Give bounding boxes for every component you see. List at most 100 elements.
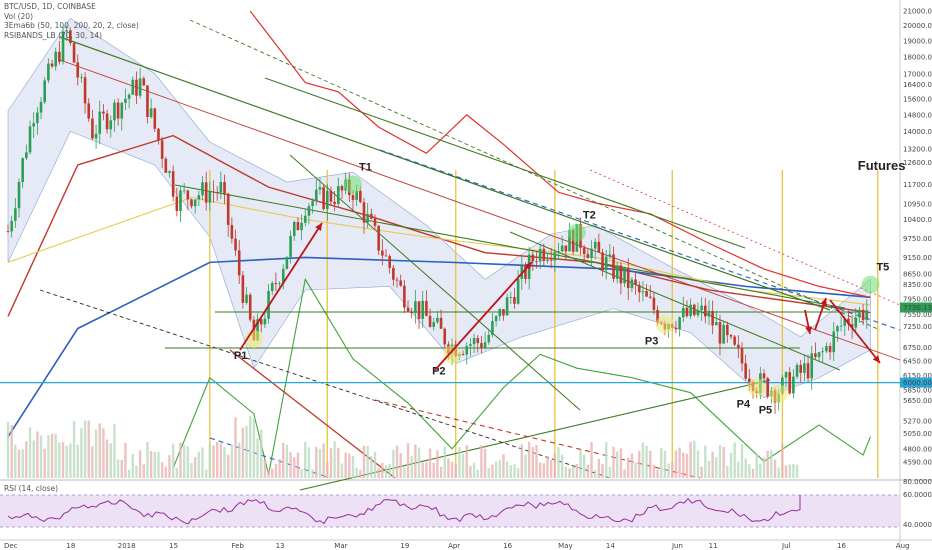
volume-bar xyxy=(700,466,703,478)
candle-body xyxy=(201,182,204,196)
arrow-p1-t1 xyxy=(239,222,323,351)
volume-bar xyxy=(770,450,773,478)
candle-body xyxy=(502,309,505,316)
volume-bar xyxy=(792,463,795,478)
volume-bar xyxy=(80,428,83,478)
current-price-tag xyxy=(900,302,932,313)
candle-body xyxy=(410,311,413,314)
x-tick-label: Jul xyxy=(781,542,791,550)
volume-bar xyxy=(696,450,700,478)
volume-bar xyxy=(461,453,465,478)
volume-bar xyxy=(549,460,553,478)
candle-body xyxy=(740,348,744,364)
arrow-futures-dip-head xyxy=(805,326,812,334)
candle-body xyxy=(278,283,281,285)
volume-bar xyxy=(671,461,674,478)
volume-bar xyxy=(285,444,289,478)
volume-bar xyxy=(638,450,641,478)
candle-body xyxy=(120,102,124,119)
volume-bar xyxy=(403,466,406,478)
candle-body xyxy=(766,378,769,397)
candle-body xyxy=(39,102,43,113)
volume-bar xyxy=(241,427,245,478)
candle-body xyxy=(245,294,248,303)
y-tick-label: 14000.00 xyxy=(903,128,932,136)
candle-body xyxy=(828,346,832,353)
volume-bar xyxy=(678,447,681,478)
volume-bar xyxy=(531,447,535,478)
candle-body xyxy=(17,181,21,209)
volume-bar xyxy=(634,462,637,478)
rsi-tick-label: 80.0000 xyxy=(903,478,932,486)
volume-bar xyxy=(109,443,112,478)
volume-bar xyxy=(14,444,17,478)
volume-bar xyxy=(494,461,498,478)
volume-bar xyxy=(502,454,505,478)
volume-bar xyxy=(219,443,223,478)
candle-body xyxy=(560,245,564,252)
volume-bar xyxy=(190,463,193,478)
candle-body xyxy=(648,296,652,298)
candle-body xyxy=(626,268,630,289)
candle-body xyxy=(146,85,149,117)
candle-body xyxy=(127,94,131,99)
candle-body xyxy=(142,78,146,86)
blue-dash-low xyxy=(209,437,331,479)
volume-bar xyxy=(252,417,256,478)
volume-bar xyxy=(656,469,659,478)
volume-bar xyxy=(91,446,94,478)
candle-body xyxy=(535,261,538,263)
candle-body xyxy=(83,77,87,104)
candle-body xyxy=(256,319,259,341)
candle-body xyxy=(237,250,241,276)
volume-bar xyxy=(443,446,446,478)
candle-body xyxy=(292,222,296,237)
volume-bar xyxy=(480,445,483,478)
volume-bar xyxy=(483,448,487,478)
candle-body xyxy=(498,309,502,317)
volume-bar xyxy=(340,463,344,478)
volume-bar xyxy=(546,455,549,478)
volume-bar xyxy=(186,446,190,478)
candle-body xyxy=(296,222,300,231)
volume-bar xyxy=(47,435,50,478)
candle-body xyxy=(865,310,869,321)
candle-body xyxy=(182,190,186,192)
volume-bar xyxy=(553,453,557,478)
label-t5: T5 xyxy=(876,262,889,274)
candle-body xyxy=(788,372,792,394)
candle-body xyxy=(630,279,634,289)
dashed-black-line xyxy=(39,289,611,479)
candle-body xyxy=(744,363,747,379)
volume-bar xyxy=(410,456,413,478)
candle-body xyxy=(384,255,388,257)
candle-body xyxy=(696,310,700,316)
volume-bar xyxy=(318,449,322,478)
candle-body xyxy=(425,300,428,316)
volume-bar xyxy=(171,443,175,478)
volume-bar xyxy=(487,467,490,478)
candle-body xyxy=(825,346,828,352)
volume-bar xyxy=(116,459,120,478)
arrow-futures-down-head xyxy=(872,355,880,363)
volume-bar xyxy=(87,420,90,478)
y-tick-label: 7550.00 xyxy=(903,311,932,319)
candle-body xyxy=(476,338,480,344)
candle-body xyxy=(366,213,369,223)
x-tick-label: 13 xyxy=(276,542,285,550)
candle-body xyxy=(355,190,358,200)
candle-body xyxy=(531,254,535,262)
volume-bar xyxy=(498,459,501,478)
y-tick-label: 5650.00 xyxy=(903,397,932,405)
volume-bar xyxy=(759,463,762,478)
candle-body xyxy=(861,309,865,321)
volume-bar xyxy=(168,455,171,478)
y-tick-label: 5850.00 xyxy=(903,387,932,395)
support-price-tag xyxy=(900,377,932,388)
rsi-tick-label: 40.0000 xyxy=(903,521,932,529)
arrow-futures-up-head xyxy=(820,298,827,306)
candle-body xyxy=(737,344,740,349)
candle-body xyxy=(784,372,788,378)
volume-bar xyxy=(69,443,72,478)
volume-bar xyxy=(601,464,604,478)
